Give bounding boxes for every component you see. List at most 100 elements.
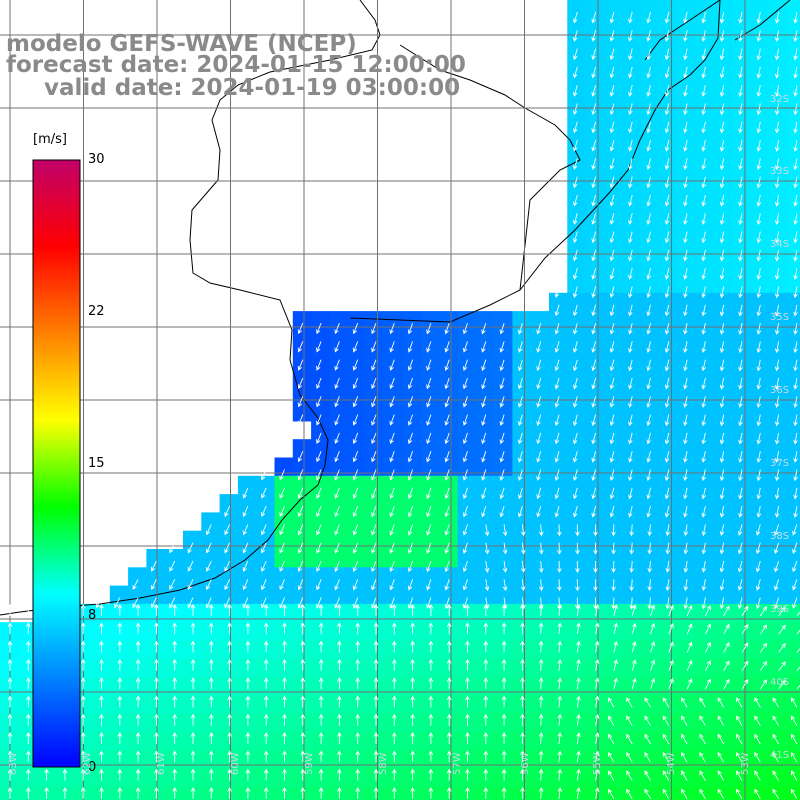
wind-cell: [695, 512, 715, 532]
wind-cell: [475, 530, 495, 550]
wind-cell: [695, 146, 715, 166]
wind-cell: [512, 677, 532, 696]
wind-cell: [475, 420, 495, 440]
wind-cell: [640, 0, 660, 19]
wind-cell: [622, 164, 642, 184]
wind-cell: [292, 366, 312, 385]
wind-cell: [457, 512, 477, 532]
wind-arrow: [426, 597, 432, 609]
wind-arrow: [352, 322, 359, 335]
wind-cell: [402, 457, 422, 477]
wind-arrow: [572, 103, 578, 116]
wind-arrow: [117, 677, 123, 690]
wind-arrow: [7, 750, 13, 763]
wind-cell: [786, 219, 800, 239]
wind-arrow: [352, 542, 359, 554]
wind-cell: [146, 567, 166, 587]
wind-cell: [750, 18, 770, 38]
wind-arrow: [665, 597, 671, 610]
wind-arrow: [701, 451, 707, 463]
wind-cell: [549, 585, 568, 605]
wind-arrow: [172, 768, 177, 781]
wind-arrow: [576, 713, 581, 726]
wind-cell: [567, 622, 587, 642]
wind-cell: [164, 713, 184, 733]
wind-cell: [329, 549, 349, 568]
wind-arrow: [520, 524, 526, 537]
wind-cell: [219, 512, 239, 532]
wind-arrow: [719, 414, 725, 427]
wind-cell: [384, 439, 404, 459]
wind-cell: [530, 402, 550, 422]
wind-cell: [201, 695, 221, 715]
wind-cell: [494, 530, 513, 550]
wind-arrow: [520, 579, 526, 592]
wind-cell: [713, 311, 733, 330]
wind-arrow: [557, 658, 563, 671]
wind-cell: [622, 512, 642, 532]
wind-cell: [475, 750, 495, 770]
wind-arrow: [591, 505, 597, 518]
wind-arrow: [793, 341, 798, 354]
wind-arrow: [520, 603, 525, 616]
wind-cell: [292, 567, 312, 587]
wind-arrow: [628, 139, 633, 152]
wind-arrow: [169, 579, 176, 591]
wind-cell: [786, 146, 800, 166]
wind-arrow: [242, 505, 249, 518]
wind-cell: [732, 201, 751, 221]
wind-cell: [695, 585, 715, 605]
coastline: [0, 0, 381, 616]
wind-arrow: [793, 103, 798, 116]
wind-arrow: [135, 713, 141, 726]
wind-cell: [475, 549, 495, 568]
wind-arrow: [704, 605, 711, 617]
wind-arrow: [793, 140, 798, 152]
wind-arrow: [462, 432, 468, 445]
wind-cell: [585, 494, 605, 513]
wind-cell: [640, 91, 660, 111]
wind-cell: [237, 603, 257, 623]
wind-arrow: [628, 176, 633, 189]
wind-arrow: [664, 85, 670, 97]
wind-cell: [768, 494, 788, 513]
wind-cell: [603, 402, 623, 422]
wind-arrow: [594, 695, 600, 708]
wind-arrow: [373, 695, 379, 708]
wind-cell: [768, 585, 788, 605]
wind-cell: [237, 768, 257, 788]
wind-arrow: [209, 750, 214, 763]
wind-arrow: [407, 432, 414, 445]
wind-arrow: [517, 396, 523, 408]
wind-cell: [475, 402, 495, 422]
wind-arrow: [628, 213, 633, 225]
wind-arrow: [572, 451, 578, 463]
wind-cell: [713, 567, 733, 587]
wind-arrow: [778, 661, 786, 672]
wind-cell: [439, 768, 459, 788]
wind-cell: [384, 420, 404, 440]
wind-arrow: [683, 85, 688, 97]
wind-cell: [695, 750, 715, 770]
wind-arrow: [465, 640, 470, 653]
wind-cell: [750, 347, 770, 367]
wind-cell: [311, 347, 330, 367]
wind-cell: [585, 768, 605, 788]
wind-arrow: [373, 713, 379, 726]
wind-cell: [402, 494, 422, 513]
wind-cell: [164, 750, 184, 770]
wind-cell: [256, 658, 276, 678]
wind-cell: [457, 750, 477, 770]
wind-arrow: [701, 432, 707, 445]
wind-arrow: [774, 560, 780, 573]
wind-arrow: [646, 176, 651, 189]
wind-arrow: [628, 322, 633, 335]
wind-cell: [439, 439, 459, 459]
wind-arrow: [646, 194, 651, 207]
wind-cell: [585, 73, 605, 93]
wind-arrow: [502, 542, 508, 555]
wind-arrow: [520, 713, 525, 726]
wind-arrow: [352, 524, 359, 536]
wind-arrow: [591, 341, 597, 353]
wind-arrow: [517, 469, 523, 481]
